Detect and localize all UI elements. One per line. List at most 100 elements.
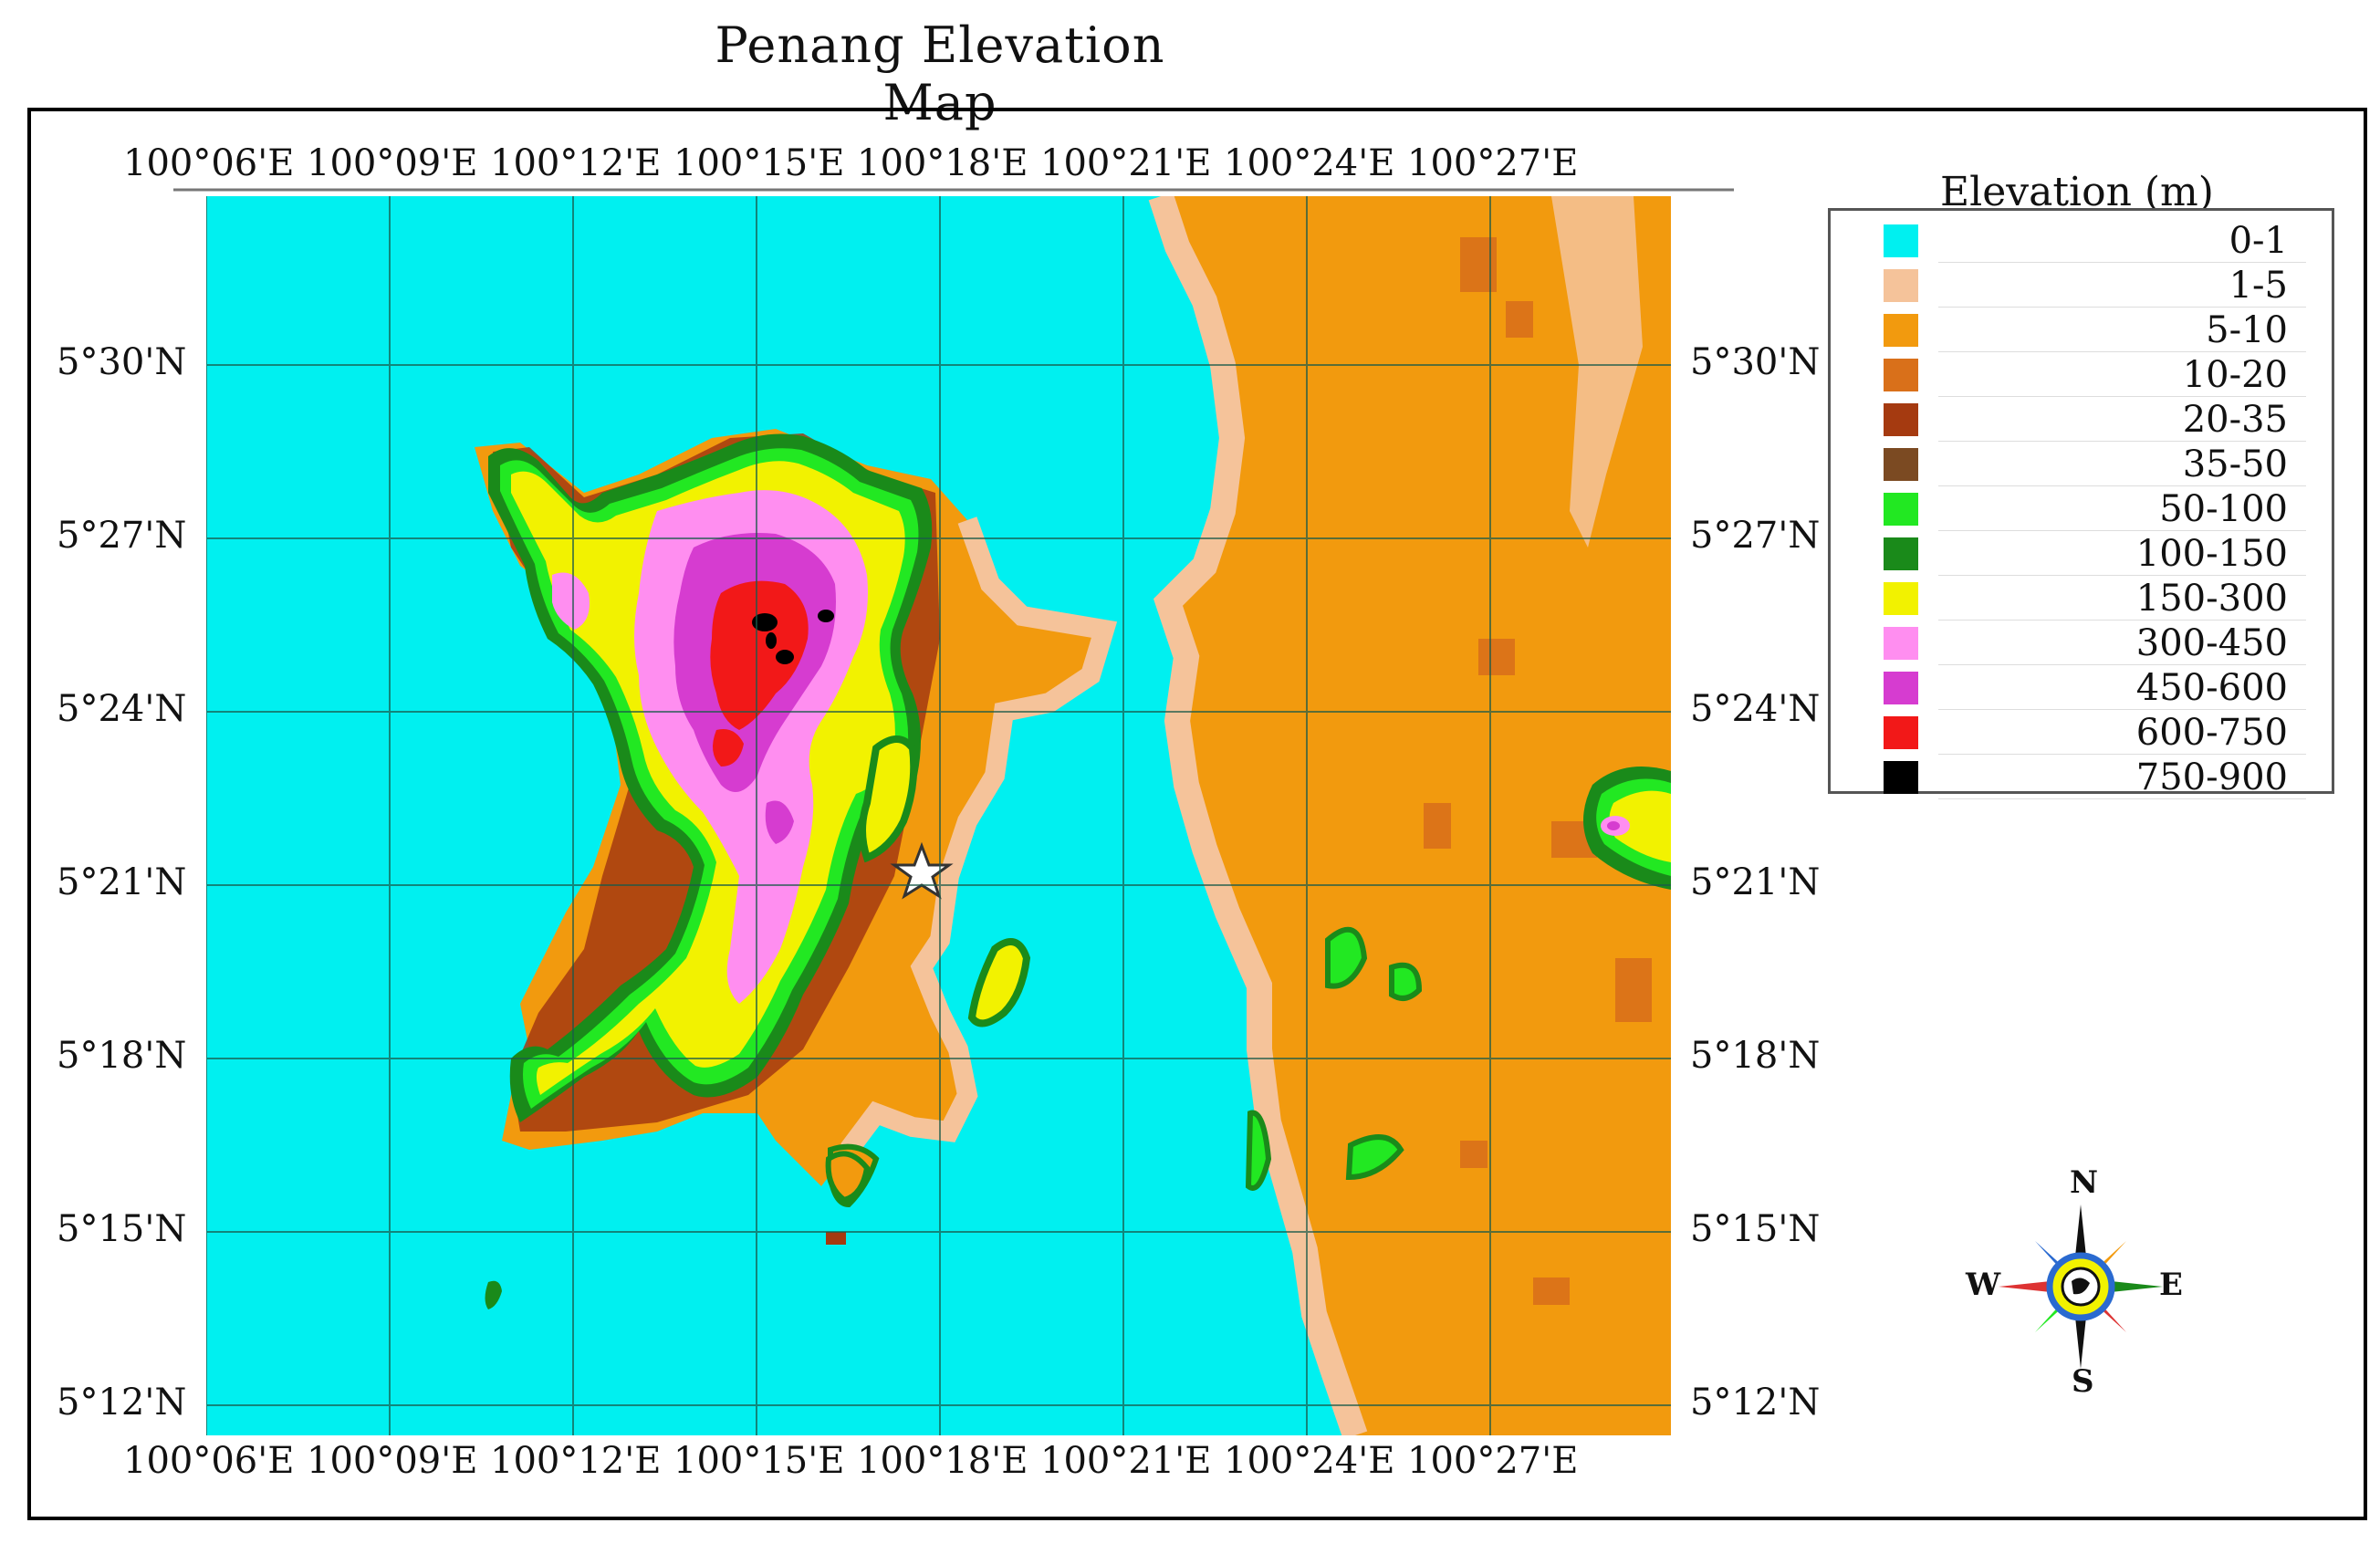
small-islands bbox=[485, 938, 1031, 1309]
legend-swatch bbox=[1884, 672, 1918, 704]
y-tick-label-right: 5°24'N bbox=[1690, 688, 1821, 730]
y-tick-label-left: 5°30'N bbox=[57, 341, 187, 383]
legend-item: 35-50 bbox=[1831, 442, 2332, 486]
y-tick-label-right: 5°15'N bbox=[1690, 1208, 1821, 1250]
map-grid bbox=[206, 196, 1671, 1435]
legend-swatch bbox=[1884, 537, 1918, 570]
legend-swatch bbox=[1884, 359, 1918, 391]
island-pink-west bbox=[552, 572, 590, 630]
island-coast-fringe bbox=[840, 516, 1118, 1156]
legend-label: 5-10 bbox=[2206, 309, 2288, 351]
legend-label: 600-750 bbox=[2135, 712, 2288, 754]
legend-separator bbox=[1938, 620, 2306, 621]
legend-separator bbox=[1938, 396, 2306, 397]
island-red-band bbox=[710, 580, 809, 730]
x-tick-label-top: 100°09'E bbox=[307, 142, 478, 184]
legend-separator bbox=[1938, 307, 2306, 308]
x-tick-label-bottom: 100°15'E bbox=[673, 1440, 845, 1482]
compass-south-label: S bbox=[2072, 1363, 2094, 1400]
legend-swatch bbox=[1884, 716, 1918, 749]
legend-swatch bbox=[1884, 314, 1918, 347]
legend-title: Elevation (m) bbox=[1935, 169, 2219, 215]
island-red-south bbox=[713, 729, 744, 767]
legend-label: 20-35 bbox=[2182, 399, 2288, 441]
legend-separator bbox=[1938, 798, 2306, 799]
island-summit-black bbox=[752, 610, 834, 664]
compass-rose: N S W E bbox=[1966, 1164, 2183, 1400]
penang-island bbox=[475, 429, 1118, 1208]
legend-swatch bbox=[1884, 224, 1918, 257]
x-tick-label-bottom: 100°09'E bbox=[307, 1440, 478, 1482]
compass-north-label: N bbox=[2070, 1164, 2099, 1201]
map-area bbox=[206, 196, 1671, 1435]
y-tick-label-left: 5°15'N bbox=[57, 1208, 187, 1250]
legend-separator bbox=[1938, 664, 2306, 665]
y-tick-label-right: 5°30'N bbox=[1690, 341, 1821, 383]
map-title: Penang Elevation Map bbox=[715, 16, 1165, 131]
legend-label: 50-100 bbox=[2159, 488, 2288, 530]
legend-item: 100-150 bbox=[1831, 531, 2332, 576]
legend-label: 100-150 bbox=[2135, 533, 2288, 575]
x-tick-label-top: 100°12'E bbox=[490, 142, 662, 184]
legend-swatch bbox=[1884, 582, 1918, 615]
legend-swatch bbox=[1884, 493, 1918, 526]
x-tick-label-bottom: 100°21'E bbox=[1040, 1440, 1212, 1482]
legend-label: 35-50 bbox=[2182, 443, 2288, 485]
legend: 0-1 1-5 5-10 10-20 20-35 35-50 50-100 100-150 15… bbox=[1828, 208, 2334, 799]
legend-separator bbox=[1938, 709, 2306, 710]
y-tick-label-right: 5°18'N bbox=[1690, 1035, 1821, 1077]
legend-label: 150-300 bbox=[2135, 578, 2288, 620]
x-tick-label-bottom: 100°12'E bbox=[490, 1440, 662, 1482]
y-tick-label-left: 5°24'N bbox=[57, 688, 187, 730]
legend-separator bbox=[1938, 575, 2306, 576]
island-east-peninsula bbox=[859, 735, 918, 863]
y-tick-label-right: 5°21'N bbox=[1690, 861, 1821, 903]
x-tick-label-top: 100°18'E bbox=[857, 142, 1028, 184]
island-magenta-south bbox=[765, 800, 794, 844]
legend-swatch bbox=[1884, 627, 1918, 660]
y-tick-label-left: 5°18'N bbox=[57, 1035, 187, 1077]
y-tick-label-left: 5°27'N bbox=[57, 515, 187, 557]
legend-separator bbox=[1938, 441, 2306, 442]
x-tick-label-top: 100°21'E bbox=[1040, 142, 1212, 184]
legend-item: 20-35 bbox=[1831, 397, 2332, 442]
legend-item: 750-900 bbox=[1831, 755, 2332, 799]
y-tick-label-right: 5°27'N bbox=[1690, 515, 1821, 557]
legend-label: 0-1 bbox=[2229, 220, 2288, 262]
x-tick-label-top: 100°27'E bbox=[1407, 142, 1579, 184]
legend-label: 750-900 bbox=[2135, 756, 2288, 798]
mainland-small-hills bbox=[1245, 926, 1423, 1191]
legend-label: 10-20 bbox=[2182, 354, 2288, 396]
legend-label: 300-450 bbox=[2135, 622, 2288, 664]
compass-west-label: W bbox=[1966, 1267, 2001, 1303]
legend-separator bbox=[1938, 754, 2306, 755]
y-tick-label-left: 5°12'N bbox=[57, 1382, 187, 1424]
legend-item: 50-100 bbox=[1831, 486, 2332, 531]
x-tick-label-bottom: 100°27'E bbox=[1407, 1440, 1579, 1482]
x-tick-label-bottom: 100°06'E bbox=[123, 1440, 295, 1482]
x-tick-label-top: 100°15'E bbox=[673, 142, 845, 184]
mainland-coast-fringe bbox=[1148, 196, 1368, 1435]
x-tick-label-bottom: 100°18'E bbox=[857, 1440, 1028, 1482]
mainland-lowland-strip bbox=[1551, 196, 1643, 548]
legend-separator bbox=[1938, 485, 2306, 486]
legend-item: 1-5 bbox=[1831, 263, 2332, 308]
y-tick-label-left: 5°21'N bbox=[57, 861, 187, 903]
legend-swatch bbox=[1884, 448, 1918, 481]
legend-swatch bbox=[1884, 269, 1918, 302]
x-tick-label-bottom: 100°24'E bbox=[1224, 1440, 1395, 1482]
y-tick-label-right: 5°12'N bbox=[1690, 1382, 1821, 1424]
legend-item: 450-600 bbox=[1831, 665, 2332, 710]
legend-item: 600-750 bbox=[1831, 710, 2332, 755]
mainland bbox=[1161, 196, 1671, 1435]
legend-item: 150-300 bbox=[1831, 576, 2332, 621]
legend-swatch bbox=[1884, 761, 1918, 794]
legend-item: 5-10 bbox=[1831, 308, 2332, 352]
legend-separator bbox=[1938, 351, 2306, 352]
legend-item: 300-450 bbox=[1831, 621, 2332, 665]
legend-item: 0-1 bbox=[1831, 218, 2332, 263]
legend-item: 10-20 bbox=[1831, 352, 2332, 397]
legend-separator bbox=[1938, 262, 2306, 263]
legend-swatch bbox=[1884, 403, 1918, 436]
